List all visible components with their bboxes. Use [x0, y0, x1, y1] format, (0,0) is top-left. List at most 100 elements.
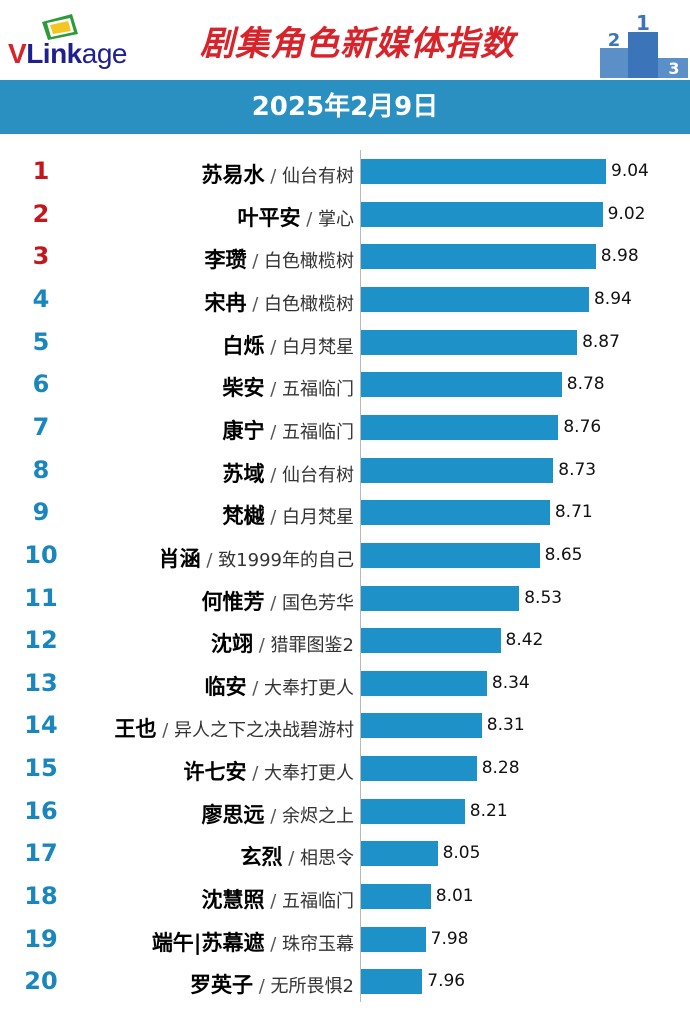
value-label: 8.98 — [600, 246, 639, 267]
ranking-row: 19 端午|苏幕遮 / 珠帘玉幕 7.98 — [0, 919, 690, 962]
row-label: 肖涵 / 致1999年的自己 — [159, 543, 354, 573]
bar — [361, 969, 423, 995]
bar — [361, 670, 487, 696]
row-label: 许七安 / 大奉打更人 — [183, 756, 354, 786]
character-name: 临安 — [204, 674, 247, 699]
rank-number: 19 — [24, 924, 58, 953]
rank-number: 14 — [24, 711, 58, 740]
character-name: 沈慧照 — [201, 888, 265, 913]
ranking-row: 4 宋冉 / 白色橄榄树 8.94 — [0, 279, 690, 322]
row-label: 沈慧照 / 五福临门 — [201, 884, 354, 914]
rank-number: 4 — [32, 284, 50, 313]
value-label: 8.87 — [582, 331, 620, 352]
logo-text-v: V — [8, 38, 27, 69]
row-label: 廖思远 / 余烬之上 — [201, 799, 354, 829]
character-name: 康宁 — [222, 418, 265, 443]
ranking-row: 3 李瓒 / 白色橄榄树 8.98 — [0, 236, 690, 279]
label-separator: / — [264, 421, 282, 443]
value-label: 9.04 — [611, 161, 649, 181]
label-separator: / — [200, 549, 219, 571]
rank-number: 2 — [32, 199, 50, 228]
show-name: 仙台有树 — [282, 464, 354, 486]
character-name: 罗英子 — [190, 973, 254, 998]
label-separator: / — [156, 720, 174, 742]
bar — [361, 500, 550, 526]
show-name: 掌心 — [318, 208, 354, 230]
bar — [361, 329, 578, 355]
character-name: 宋冉 — [204, 290, 247, 315]
row-label: 何惟芳 / 国色芳华 — [201, 586, 354, 616]
bar — [361, 201, 603, 227]
row-label: 临安 / 大奉打更人 — [204, 671, 354, 701]
show-name: 五福临门 — [282, 379, 354, 401]
show-name: 白色橄榄树 — [264, 251, 354, 273]
row-label: 叶平安 / 掌心 — [237, 202, 354, 232]
rank-number: 6 — [32, 370, 50, 399]
rank-number: 13 — [24, 668, 58, 697]
rank-number: 17 — [24, 839, 58, 868]
row-label: 玄烈 / 相思令 — [240, 841, 354, 871]
rank-number: 1 — [32, 157, 50, 185]
rank-number: 8 — [32, 455, 50, 484]
value-label: 7.96 — [427, 971, 466, 992]
character-name: 苏域 — [222, 461, 265, 486]
show-name: 相思令 — [300, 848, 354, 870]
label-separator: / — [264, 805, 282, 827]
character-name: 叶平安 — [237, 205, 301, 230]
row-label: 苏域 / 仙台有树 — [222, 458, 354, 488]
show-name: 白月梵星 — [282, 336, 354, 358]
label-separator: / — [246, 251, 264, 273]
show-name: 白月梵星 — [282, 507, 354, 529]
svg-text:2: 2 — [608, 30, 621, 51]
character-name: 梵樾 — [222, 504, 265, 529]
ranking-row: 12 沈翊 / 猎罪图鉴2 8.42 — [0, 620, 690, 663]
bar — [361, 628, 501, 654]
ranking-row: 8 苏域 / 仙台有树 8.73 — [0, 450, 690, 493]
value-label: 8.78 — [566, 374, 605, 395]
show-name: 无所畏惧2 — [270, 976, 354, 998]
show-name: 异人之下之决战碧游村 — [174, 720, 354, 742]
ranking-row: 15 许七安 / 大奉打更人 8.28 — [0, 748, 690, 791]
show-name: 珠帘玉幕 — [282, 933, 354, 955]
row-label: 梵樾 / 白月梵星 — [222, 500, 354, 530]
rank-number: 5 — [32, 327, 50, 356]
label-separator: / — [300, 208, 318, 230]
value-label: 8.21 — [469, 800, 508, 821]
label-separator: / — [246, 677, 264, 699]
bar — [361, 457, 554, 483]
ranking-row: 16 廖思远 / 余烬之上 8.21 — [0, 791, 690, 834]
ranking-row: 2 叶平安 / 掌心 9.02 — [0, 194, 690, 237]
label-separator: / — [246, 293, 264, 315]
vlinkage-logo: VLinkage — [8, 8, 158, 70]
ranking-row: 11 何惟芳 / 国色芳华 8.53 — [0, 578, 690, 621]
row-label: 白烁 / 白月梵星 — [222, 330, 354, 360]
rank-number: 12 — [24, 626, 58, 655]
bar — [361, 756, 477, 782]
value-label: 7.98 — [430, 928, 469, 949]
character-name: 许七安 — [183, 760, 247, 785]
value-label: 8.31 — [486, 715, 525, 736]
value-label: 8.42 — [505, 630, 544, 651]
row-label: 康宁 / 五福临门 — [222, 415, 354, 445]
rank-number: 10 — [24, 540, 58, 569]
show-name: 猎罪图鉴2 — [270, 635, 354, 657]
ranking-row: 18 沈慧照 / 五福临门 8.01 — [0, 876, 690, 919]
character-name: 沈翊 — [211, 632, 254, 657]
value-label: 8.65 — [544, 544, 583, 565]
label-separator: / — [264, 592, 282, 614]
row-label: 柴安 / 五福临门 — [222, 372, 354, 402]
show-name: 五福临门 — [282, 891, 354, 913]
ranking-row: 14 王也 / 异人之下之决战碧游村 8.31 — [0, 705, 690, 748]
podium-icon: 2 1 3 — [600, 11, 688, 78]
label-separator: / — [264, 891, 282, 913]
ranking-row: 7 康宁 / 五福临门 8.76 — [0, 407, 690, 450]
character-name: 李瓒 — [204, 248, 247, 273]
row-label: 王也 / 异人之下之决战碧游村 — [114, 713, 354, 743]
bar — [361, 926, 426, 952]
bar — [361, 713, 482, 739]
rank-number: 7 — [32, 412, 50, 441]
character-name: 端午|苏幕遮 — [151, 930, 265, 955]
label-separator: / — [264, 507, 282, 529]
chart-title: 剧集角色新媒体指数 — [200, 24, 515, 64]
